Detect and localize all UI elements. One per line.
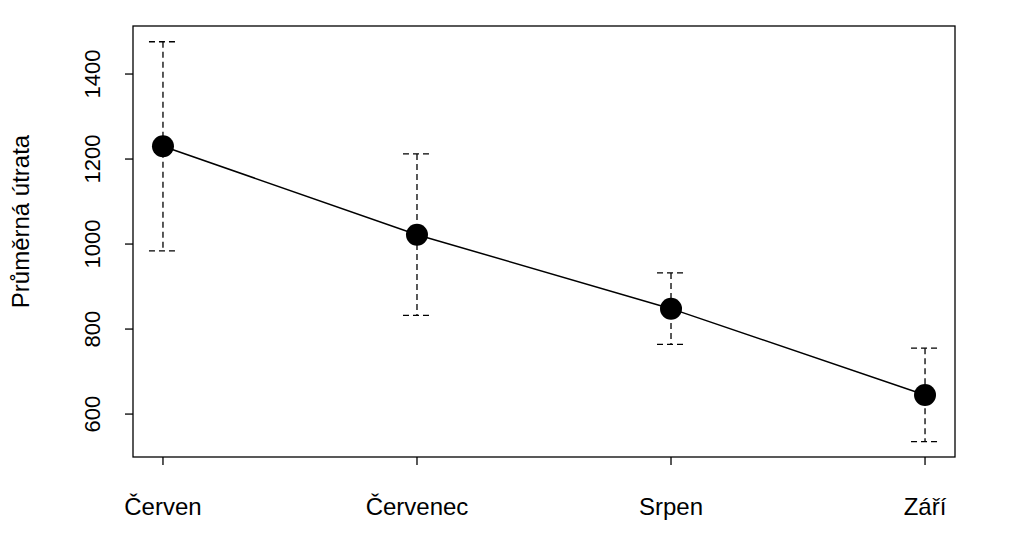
y-tick-label: 1000 [80, 220, 105, 269]
chart-svg: 600 800 1000 1200 1400 Červen Červenec Srpen Zář… [0, 0, 1024, 554]
x-tick-label: Srpen [639, 493, 703, 520]
error-bar [657, 273, 685, 344]
y-tick-label: 1200 [80, 135, 105, 184]
y-tick [125, 73, 133, 74]
error-bar [911, 348, 939, 442]
plot-marks [149, 42, 939, 442]
y-tick-label: 800 [80, 311, 105, 348]
y-tick [125, 328, 133, 329]
error-bar [403, 154, 431, 316]
chart-container: 600 800 1000 1200 1400 Červen Červenec Srpen Zář… [0, 0, 1024, 554]
data-point [152, 135, 174, 157]
y-tick-label: 600 [80, 396, 105, 433]
x-tick [670, 457, 671, 465]
plot-frame [133, 26, 955, 457]
error-bar [149, 42, 177, 251]
data-point [406, 224, 428, 246]
data-point [660, 298, 682, 320]
y-axis-label: Průměrná útrata [7, 134, 34, 308]
x-tick-label: Září [904, 493, 947, 520]
x-tick [924, 457, 925, 465]
y-tick-label: 1400 [80, 50, 105, 99]
data-line [163, 146, 925, 395]
y-tick [125, 243, 133, 244]
y-tick [125, 158, 133, 159]
data-point [914, 384, 936, 406]
x-tick-label: Červenec [366, 493, 469, 520]
x-tick [416, 457, 417, 465]
x-tick-label: Červen [124, 493, 201, 520]
y-tick [125, 413, 133, 414]
x-tick [162, 457, 163, 465]
